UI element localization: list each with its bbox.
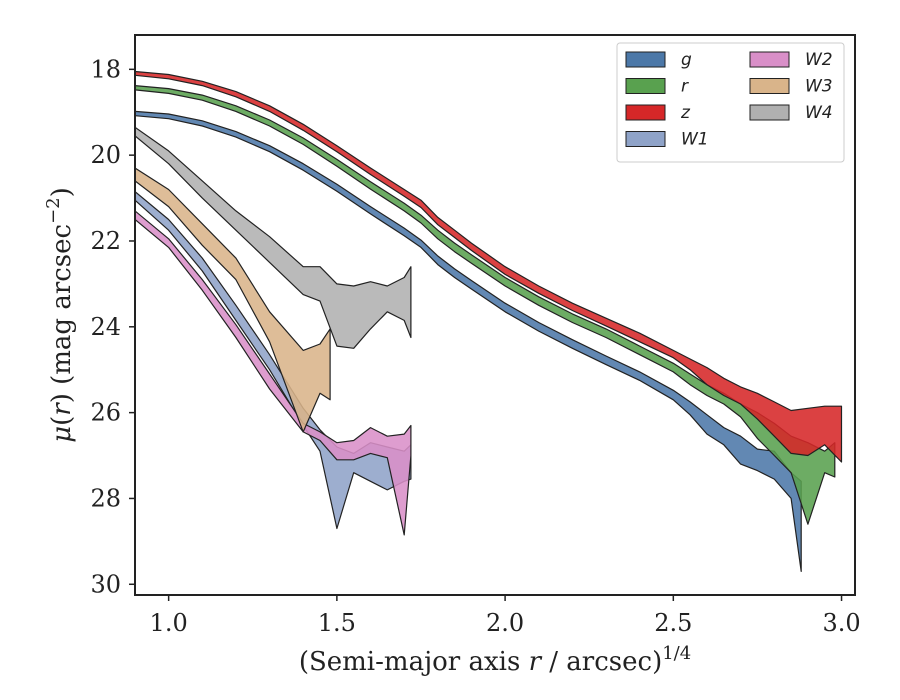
- y-tick-label: 22: [90, 227, 121, 255]
- legend-swatch-w3: [749, 78, 790, 94]
- band-w4: [135, 126, 412, 349]
- band-w2: [135, 210, 412, 536]
- x-tick-label: 1.5: [318, 609, 356, 637]
- y-axis-ticks: 18 20 22 24 26 28 30: [90, 55, 135, 598]
- legend-swatch-w4: [749, 104, 790, 121]
- y-axis-label: μ(r) (mag arcsec−2): [43, 187, 77, 443]
- y-tick-label: 20: [90, 141, 121, 169]
- legend-label-g: g: [681, 50, 692, 70]
- legend-label-w2: W2: [805, 50, 833, 70]
- legend-label-w1: W1: [681, 130, 709, 150]
- x-tick-label: 2.0: [486, 609, 524, 637]
- x-tick-label: 3.0: [822, 609, 860, 637]
- legend-swatch-w2: [749, 51, 790, 68]
- y-tick-label: 24: [90, 313, 121, 341]
- y-tick-label: 30: [90, 570, 121, 598]
- x-tick-label: 1.0: [150, 609, 188, 637]
- legend-label-r: r: [681, 77, 689, 97]
- y-tick-label: 28: [90, 484, 121, 512]
- band-r: [135, 85, 836, 525]
- legend-label-z: z: [680, 103, 691, 123]
- plot-frame: [134, 34, 856, 596]
- legend-swatch-g: [625, 51, 666, 68]
- profile-bands: [135, 70, 843, 572]
- legend-swatch-z: [625, 104, 666, 121]
- band-g: [135, 110, 802, 572]
- band-w3: [135, 167, 331, 433]
- legend-box: [616, 42, 845, 163]
- legend-label-w3: W3: [805, 77, 833, 97]
- x-axis-label: (Semi-major axis r / arcsec)1/4: [299, 643, 691, 677]
- legend-swatch-r: [625, 78, 666, 94]
- legend-swatch-w1: [625, 131, 666, 147]
- x-tick-label: 2.5: [654, 609, 692, 637]
- legend-label-w4: W4: [805, 103, 833, 123]
- x-axis-ticks: 1.0 1.5 2.0 2.5 3.0: [150, 595, 861, 637]
- y-tick-label: 26: [90, 399, 121, 427]
- y-tick-label: 18: [90, 55, 121, 83]
- legend: grz W1 W2 W3 W4: [616, 42, 845, 163]
- band-z: [135, 70, 843, 463]
